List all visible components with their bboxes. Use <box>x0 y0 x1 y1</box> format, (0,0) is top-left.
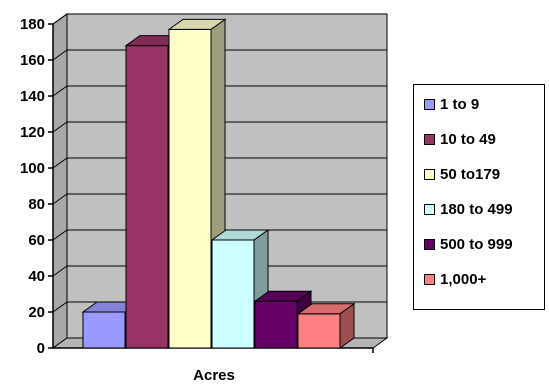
legend-item: 10 to 49 <box>424 129 496 149</box>
gridline <box>52 157 387 169</box>
y-tick-label: 160 <box>20 52 45 69</box>
chart-side-wall <box>52 13 68 349</box>
legend-swatch <box>424 168 435 180</box>
bar <box>296 302 356 349</box>
legend-label: 50 to179 <box>440 165 501 183</box>
legend-swatch <box>424 238 435 250</box>
x-axis-title: Acres <box>193 367 235 384</box>
legend-item: 50 to179 <box>424 164 500 184</box>
gridline <box>52 121 387 133</box>
legend-item: 500 to 999 <box>424 234 513 254</box>
y-tick-label: 20 <box>28 304 45 321</box>
bar-front <box>254 300 298 349</box>
legend-label: 10 to 49 <box>440 130 496 148</box>
bar-front <box>297 313 341 349</box>
gridline <box>52 229 387 241</box>
bar <box>167 18 227 349</box>
legend-swatch <box>424 133 435 145</box>
bar-top <box>253 290 313 302</box>
gridline <box>52 85 387 97</box>
legend-label: 180 to 499 <box>440 200 513 218</box>
legend-swatch <box>424 203 435 215</box>
gridline <box>52 265 387 277</box>
y-tick-label: 40 <box>28 268 45 285</box>
legend-item: 1,000+ <box>424 269 486 289</box>
bar-front <box>168 28 212 349</box>
bar-top <box>296 303 356 315</box>
y-tick-label: 60 <box>28 232 45 249</box>
y-tick-label: 0 <box>37 340 45 357</box>
legend-label: 500 to 999 <box>440 235 513 253</box>
y-tick-label: 80 <box>28 196 45 213</box>
bar-front <box>211 239 255 349</box>
bar-front <box>125 45 169 349</box>
y-tick-label: 140 <box>20 88 45 105</box>
legend-item: 1 to 9 <box>424 94 479 114</box>
y-tick-label: 100 <box>20 160 45 177</box>
legend-swatch <box>424 98 435 110</box>
legend-swatch <box>424 273 435 285</box>
gridline <box>52 193 387 205</box>
bar-top <box>210 229 270 241</box>
y-tick-label: 180 <box>20 16 45 33</box>
legend-label: 1,000+ <box>440 270 487 288</box>
gridline <box>52 49 387 61</box>
bar-front <box>82 311 126 349</box>
legend-label: 1 to 9 <box>440 95 480 113</box>
chart-legend: 1 to 9 10 to 49 50 to179 180 to 499 500 … <box>413 84 545 310</box>
gridline <box>52 13 387 25</box>
y-tick-label: 120 <box>20 124 45 141</box>
bar-top <box>167 18 227 30</box>
legend-item: 180 to 499 <box>424 199 513 219</box>
